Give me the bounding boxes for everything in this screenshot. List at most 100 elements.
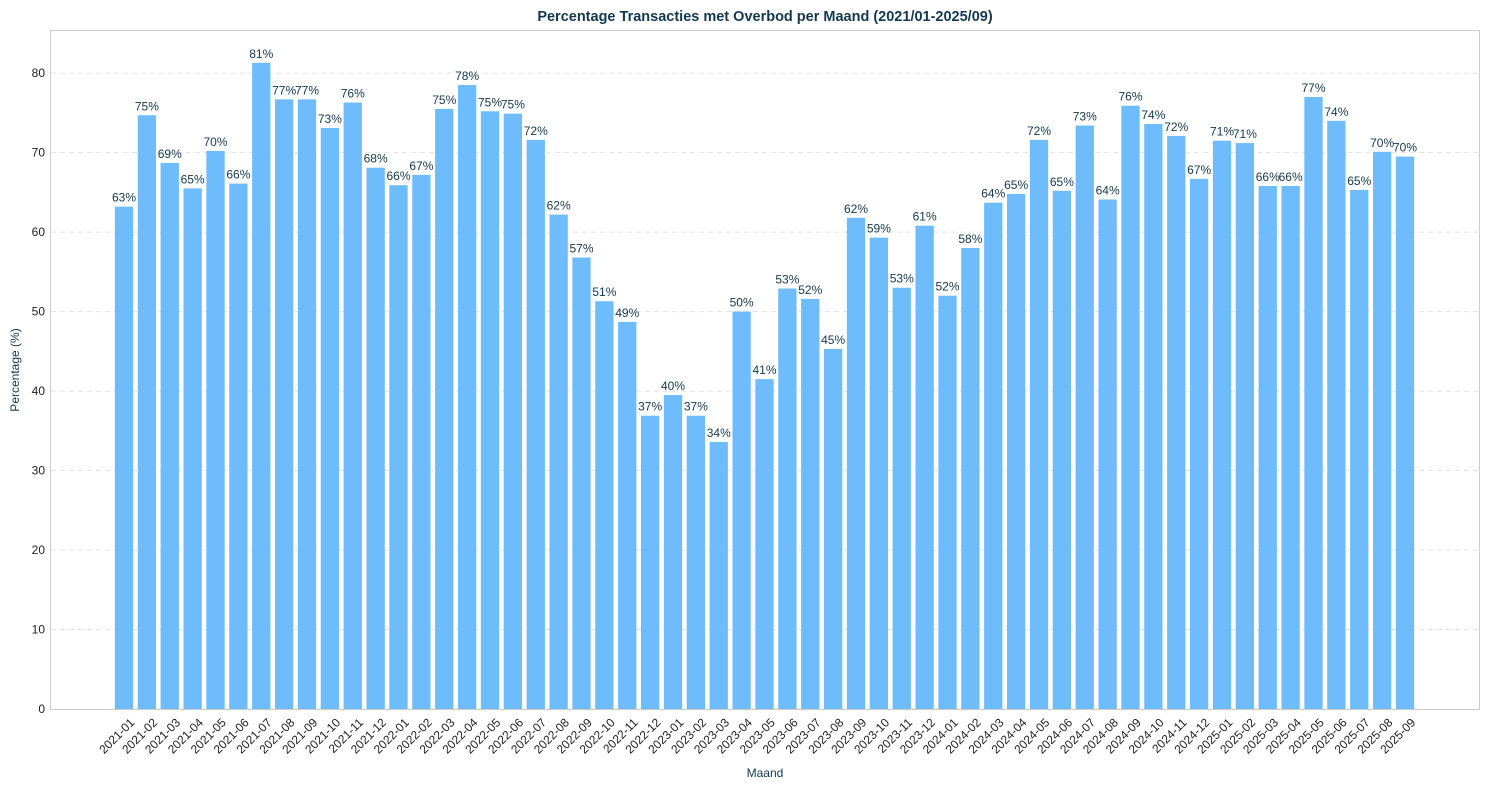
bar [1075,125,1094,709]
bar [366,167,385,710]
bar-value-label: 74% [1141,108,1165,122]
bar-value-label: 81% [249,47,273,61]
bar [1029,139,1049,709]
bar [160,162,179,709]
bar [709,441,728,709]
y-tick-label: 10 [32,623,46,637]
bar [320,127,340,709]
bars [114,62,1415,710]
bar [435,108,454,710]
bar-value-label: 73% [1073,110,1097,124]
bar [1304,96,1323,709]
bar [778,288,797,709]
bar-value-label: 51% [592,285,616,299]
bar [526,139,545,709]
y-tick-label: 30 [32,464,46,478]
bar-value-label: 67% [1187,163,1211,177]
bar-value-label: 61% [913,210,937,224]
bar-value-label: 40% [661,379,685,393]
plot-frame [50,30,1480,710]
bar [1372,151,1392,710]
bar-value-label: 78% [455,69,479,83]
bar [823,348,843,709]
bar [1281,185,1300,709]
bar [1052,190,1072,709]
y-tick-label: 40 [32,384,46,398]
y-tick-label: 20 [32,543,46,557]
bar-value-label: 75% [501,98,525,112]
bar-value-label: 50% [730,296,754,310]
bar [755,379,774,709]
bar-value-label: 53% [775,273,799,287]
bar [137,115,157,709]
bar-value-label: 41% [752,363,776,377]
bar [892,287,911,709]
bar-value-label: 77% [272,83,296,97]
bar-value-label: 77% [295,83,319,97]
bar-value-label: 71% [1210,125,1234,139]
bar-value-label: 69% [158,147,182,161]
y-tick-label: 0 [38,702,45,716]
bar [618,321,637,709]
bar [297,99,317,710]
bar-value-label: 76% [1118,90,1142,104]
bar-value-label: 74% [1324,105,1348,119]
data-labels: 63%75%69%65%70%66%81%77%77%73%76%68%66%6… [112,47,1417,440]
bar [114,206,134,709]
y-tick-label: 60 [32,225,46,239]
bar [1235,143,1255,709]
bar [1327,120,1346,709]
bar-value-label: 62% [844,202,868,216]
bar [183,188,202,709]
bar-value-label: 71% [1233,127,1257,141]
bar-value-label: 52% [798,283,822,297]
bar [938,295,957,709]
bar-value-label: 49% [615,306,639,320]
bar-value-label: 75% [478,95,502,109]
bar [274,99,294,710]
bar [389,185,408,710]
bar [961,247,980,709]
bar [480,111,500,710]
bar-value-label: 76% [341,87,365,101]
bar-value-label: 65% [1050,175,1074,189]
bar-value-label: 63% [112,191,136,205]
y-tick-label: 80 [32,66,46,80]
bar-value-label: 62% [547,199,571,213]
bar [1350,189,1369,709]
bar [732,311,751,709]
bar [252,62,271,709]
bar-value-label: 75% [135,99,159,113]
bar-value-label: 70% [1393,141,1417,155]
bar [595,301,614,709]
bar [1098,199,1117,709]
bar [1258,185,1277,709]
bar-value-label: 75% [432,93,456,107]
bar [663,395,683,709]
y-axis-label: Percentage (%) [8,328,22,411]
y-tick-label: 70 [32,146,46,160]
bar-value-label: 57% [569,242,593,256]
bar [343,102,362,709]
x-axis-ticks: 2021-012021-022021-032021-042021-052021-… [96,715,1418,756]
bar-value-label: 72% [1027,124,1051,138]
bar [1167,135,1186,709]
bar-value-label: 45% [821,333,845,347]
bar [229,183,248,709]
x-axis-label: Maand [747,766,784,780]
bar-value-label: 72% [524,124,548,138]
bar [1395,156,1415,710]
y-tick-label: 50 [32,305,46,319]
bar [206,151,225,709]
bar [1006,193,1026,709]
bar [686,415,706,709]
bar [869,237,889,709]
bar-value-label: 64% [1096,184,1120,198]
bar-value-label: 59% [867,222,891,236]
chart-title: Percentage Transacties met Overbod per M… [537,9,993,25]
bar [1212,140,1232,709]
bar-value-label: 66% [386,169,410,183]
bar-value-label: 64% [981,187,1005,201]
